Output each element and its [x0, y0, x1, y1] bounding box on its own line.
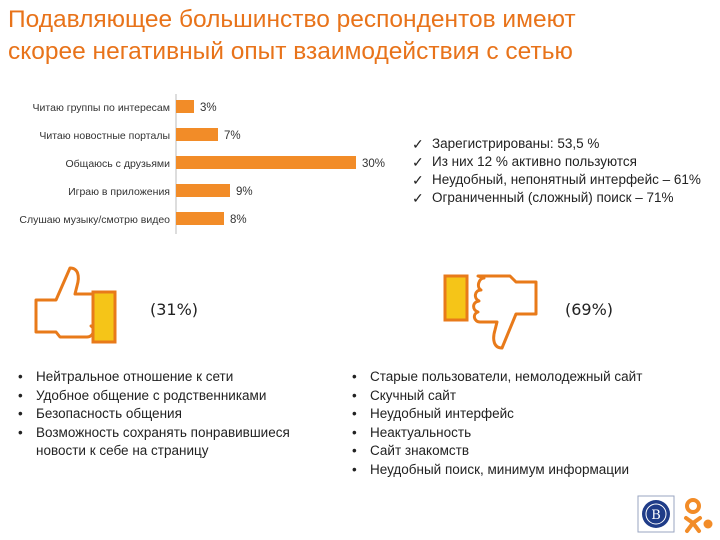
page-title: Подавляющее большинство респондентов име…: [8, 4, 708, 68]
stat-item: ✓ Неудобный, непонятный интерфейс – 61%: [410, 171, 710, 189]
bar: [176, 100, 194, 113]
bar: [176, 184, 230, 197]
logos: В: [637, 495, 713, 533]
list-item: Неудобный интерфейс: [350, 405, 710, 424]
university-logo-icon: В: [637, 495, 675, 533]
negative-reasons-list: Старые пользователи, немолодежный сайт С…: [350, 368, 710, 479]
value-label: 30%: [362, 158, 385, 170]
odnoklassniki-logo-icon: [684, 498, 713, 533]
stat-item: ✓ Зарегистрированы: 53,5 %: [410, 135, 710, 153]
title-line-1: Подавляющее большинство респондентов име…: [8, 6, 576, 33]
checkmark-icon: ✓: [412, 154, 424, 170]
title-line-2: скорее негативный опыт взаимодействия с …: [8, 38, 573, 65]
stats-checklist: ✓ Зарегистрированы: 53,5 % ✓ Из них 12 % а…: [410, 135, 710, 207]
positive-reasons-list: Нейтральное отношение к сети Удобное общ…: [16, 368, 326, 461]
value-label: 7%: [224, 130, 241, 142]
stat-item: ✓ Из них 12 % активно пользуются: [410, 153, 710, 171]
list-item: Возможность сохранять понравившиеся ново…: [16, 424, 326, 461]
list-item: Удобное общение с родственниками: [16, 387, 326, 406]
category-label: Общаюсь с друзьями: [66, 158, 171, 170]
category-label: Читаю новостные порталы: [39, 130, 170, 142]
thumbs-down-icon: [443, 274, 538, 350]
list-item: Скучный сайт: [350, 387, 710, 406]
list-item: Сайт знакомств: [350, 442, 710, 461]
thumbs-up-icon: [34, 266, 117, 344]
negative-percent: (69%): [565, 300, 614, 319]
checkmark-icon: ✓: [412, 172, 424, 188]
value-label: 3%: [200, 102, 217, 114]
bar: [176, 212, 224, 225]
bar: [176, 128, 218, 141]
bar: [176, 156, 356, 169]
svg-text:В: В: [651, 508, 661, 523]
value-label: 8%: [230, 214, 247, 226]
positive-percent: (31%): [150, 300, 199, 319]
list-item: Нейтральное отношение к сети: [16, 368, 326, 387]
category-label: Играю в приложения: [68, 186, 170, 198]
list-item: Неактуальность: [350, 424, 710, 443]
checkmark-icon: ✓: [412, 136, 424, 152]
category-label: Слушаю музыку/смотрю видео: [19, 214, 170, 226]
stat-text: Зарегистрированы: 53,5 %: [432, 136, 600, 151]
value-label: 9%: [236, 186, 253, 198]
stat-text: Неудобный, непонятный интерфейс – 61%: [432, 172, 701, 187]
stat-text: Из них 12 % активно пользуются: [432, 154, 637, 169]
checkmark-icon: ✓: [412, 190, 424, 206]
category-label: Читаю группы по интересам: [33, 102, 170, 114]
list-item: Неудобный поиск, минимум информации: [350, 461, 710, 480]
list-item: Старые пользователи, немолодежный сайт: [350, 368, 710, 387]
list-item: Безопасность общения: [16, 405, 326, 424]
stat-text: Ограниченный (сложный) поиск – 71%: [432, 190, 674, 205]
stat-item: ✓ Ограниченный (сложный) поиск – 71%: [410, 189, 710, 207]
bar-chart: Читаю группы по интересам 3% Читаю новостн…: [19, 94, 385, 234]
